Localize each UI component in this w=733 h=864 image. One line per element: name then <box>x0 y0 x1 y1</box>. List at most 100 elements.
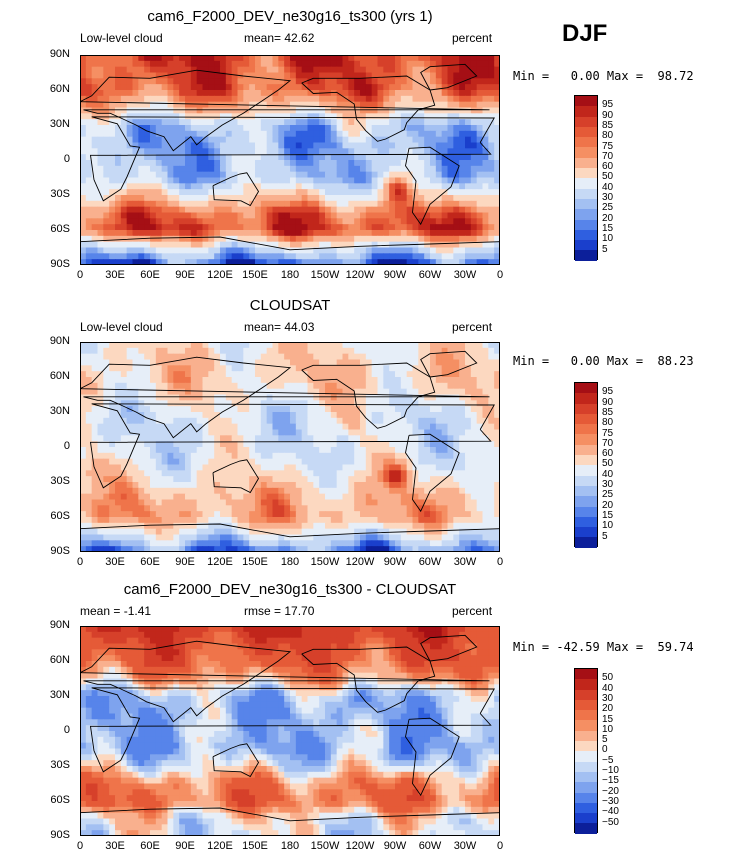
map-plot[interactable] <box>80 342 500 552</box>
heatmap-cell <box>80 218 87 225</box>
heatmap-cell <box>441 247 449 254</box>
heatmap-cell <box>389 148 396 155</box>
heatmap-cell <box>278 377 285 384</box>
heatmap-cell <box>290 505 297 512</box>
heatmap-cell <box>208 107 215 114</box>
heatmap-cell <box>319 505 326 512</box>
heatmap-cell <box>225 206 233 214</box>
heatmap-cell <box>284 522 291 530</box>
heatmap-cell <box>85 101 93 109</box>
heatmap-cell <box>126 476 134 483</box>
heatmap-cell <box>441 171 449 179</box>
heatmap-cell <box>441 406 449 413</box>
heatmap-cell <box>214 72 221 79</box>
heatmap-cell <box>354 359 361 366</box>
heatmap-cell <box>225 259 233 265</box>
heatmap-cell <box>179 55 186 62</box>
heatmap-cell <box>208 259 215 265</box>
heatmap-cell <box>97 165 104 173</box>
heatmap-cell <box>430 125 437 132</box>
heatmap-cell <box>115 235 122 243</box>
map-plot[interactable] <box>80 55 500 265</box>
heatmap-cell <box>196 423 204 431</box>
heatmap-cell <box>243 235 250 243</box>
heatmap-cell <box>482 218 489 225</box>
heatmap-cell <box>377 165 384 173</box>
heatmap-cell <box>278 218 285 225</box>
heatmap-cell <box>179 241 186 249</box>
heatmap-cell <box>237 241 244 249</box>
heatmap-cell <box>214 177 221 184</box>
heatmap-cell <box>330 177 338 184</box>
heatmap-cell <box>132 482 139 489</box>
heatmap-cell <box>389 353 396 361</box>
heatmap-cell <box>231 522 239 530</box>
heatmap-cell <box>435 72 443 79</box>
heatmap-cell <box>389 464 396 471</box>
heatmap-cell <box>249 435 256 442</box>
heatmap-cell <box>290 400 297 407</box>
heatmap-cell <box>488 377 495 384</box>
heatmap-cell <box>167 148 174 155</box>
heatmap-cell <box>138 499 145 506</box>
heatmap-cell <box>377 171 384 179</box>
heatmap-cell <box>488 235 495 243</box>
heatmap-cell <box>214 493 221 501</box>
heatmap-cell <box>482 200 489 208</box>
heatmap-cell <box>202 60 209 68</box>
heatmap-cell <box>91 505 99 512</box>
heatmap-cell <box>400 113 408 120</box>
heatmap-cell <box>435 253 443 260</box>
heatmap-cell <box>418 72 425 79</box>
heatmap-cell <box>272 435 279 442</box>
heatmap-cell <box>225 113 233 120</box>
heatmap-cell <box>202 429 209 436</box>
heatmap-cell <box>278 55 285 62</box>
heatmap-cell <box>220 171 227 179</box>
heatmap-cell <box>482 212 489 219</box>
heatmap-cell <box>214 55 221 62</box>
heatmap-cell <box>132 406 139 413</box>
heatmap-cell <box>284 253 291 260</box>
heatmap-cell <box>354 90 361 97</box>
heatmap-cell <box>103 66 110 74</box>
heatmap-cell <box>266 371 274 378</box>
heatmap-cell <box>470 447 478 454</box>
heatmap-cell <box>179 95 186 103</box>
heatmap-cell <box>354 511 361 518</box>
heatmap-cell <box>91 136 99 144</box>
heatmap-cell <box>319 241 326 249</box>
heatmap-cell <box>325 212 332 219</box>
heatmap-cell <box>395 183 402 190</box>
heatmap-cell <box>173 511 180 518</box>
heatmap-cell <box>167 235 174 243</box>
heatmap-cell <box>336 235 344 243</box>
heatmap-cell <box>336 195 344 202</box>
heatmap-cell <box>488 101 495 109</box>
heatmap-cell <box>435 365 443 372</box>
heatmap-cell <box>482 359 489 366</box>
heatmap-cell <box>313 447 320 454</box>
heatmap-cell <box>196 160 204 167</box>
heatmap-cell <box>430 458 437 466</box>
heatmap-cell <box>383 353 390 361</box>
heatmap-cell <box>494 406 500 413</box>
heatmap-cell <box>313 388 320 396</box>
heatmap-cell <box>144 148 151 155</box>
heatmap-cell <box>365 160 373 167</box>
heatmap-cell <box>272 113 279 120</box>
heatmap-cell <box>284 470 291 477</box>
heatmap-cell <box>488 511 495 518</box>
heatmap-cell <box>418 142 425 149</box>
heatmap-cell <box>185 435 192 442</box>
heatmap-cell <box>371 382 379 390</box>
heatmap-cell <box>196 382 204 390</box>
heatmap-cell <box>155 142 163 149</box>
heatmap-cell <box>441 235 449 243</box>
heatmap-cell <box>482 66 489 74</box>
heatmap-cell <box>80 66 87 74</box>
heatmap-cell <box>348 522 355 530</box>
heatmap-cell <box>377 377 384 384</box>
heatmap-cell <box>360 60 367 68</box>
heatmap-cell <box>167 388 174 396</box>
